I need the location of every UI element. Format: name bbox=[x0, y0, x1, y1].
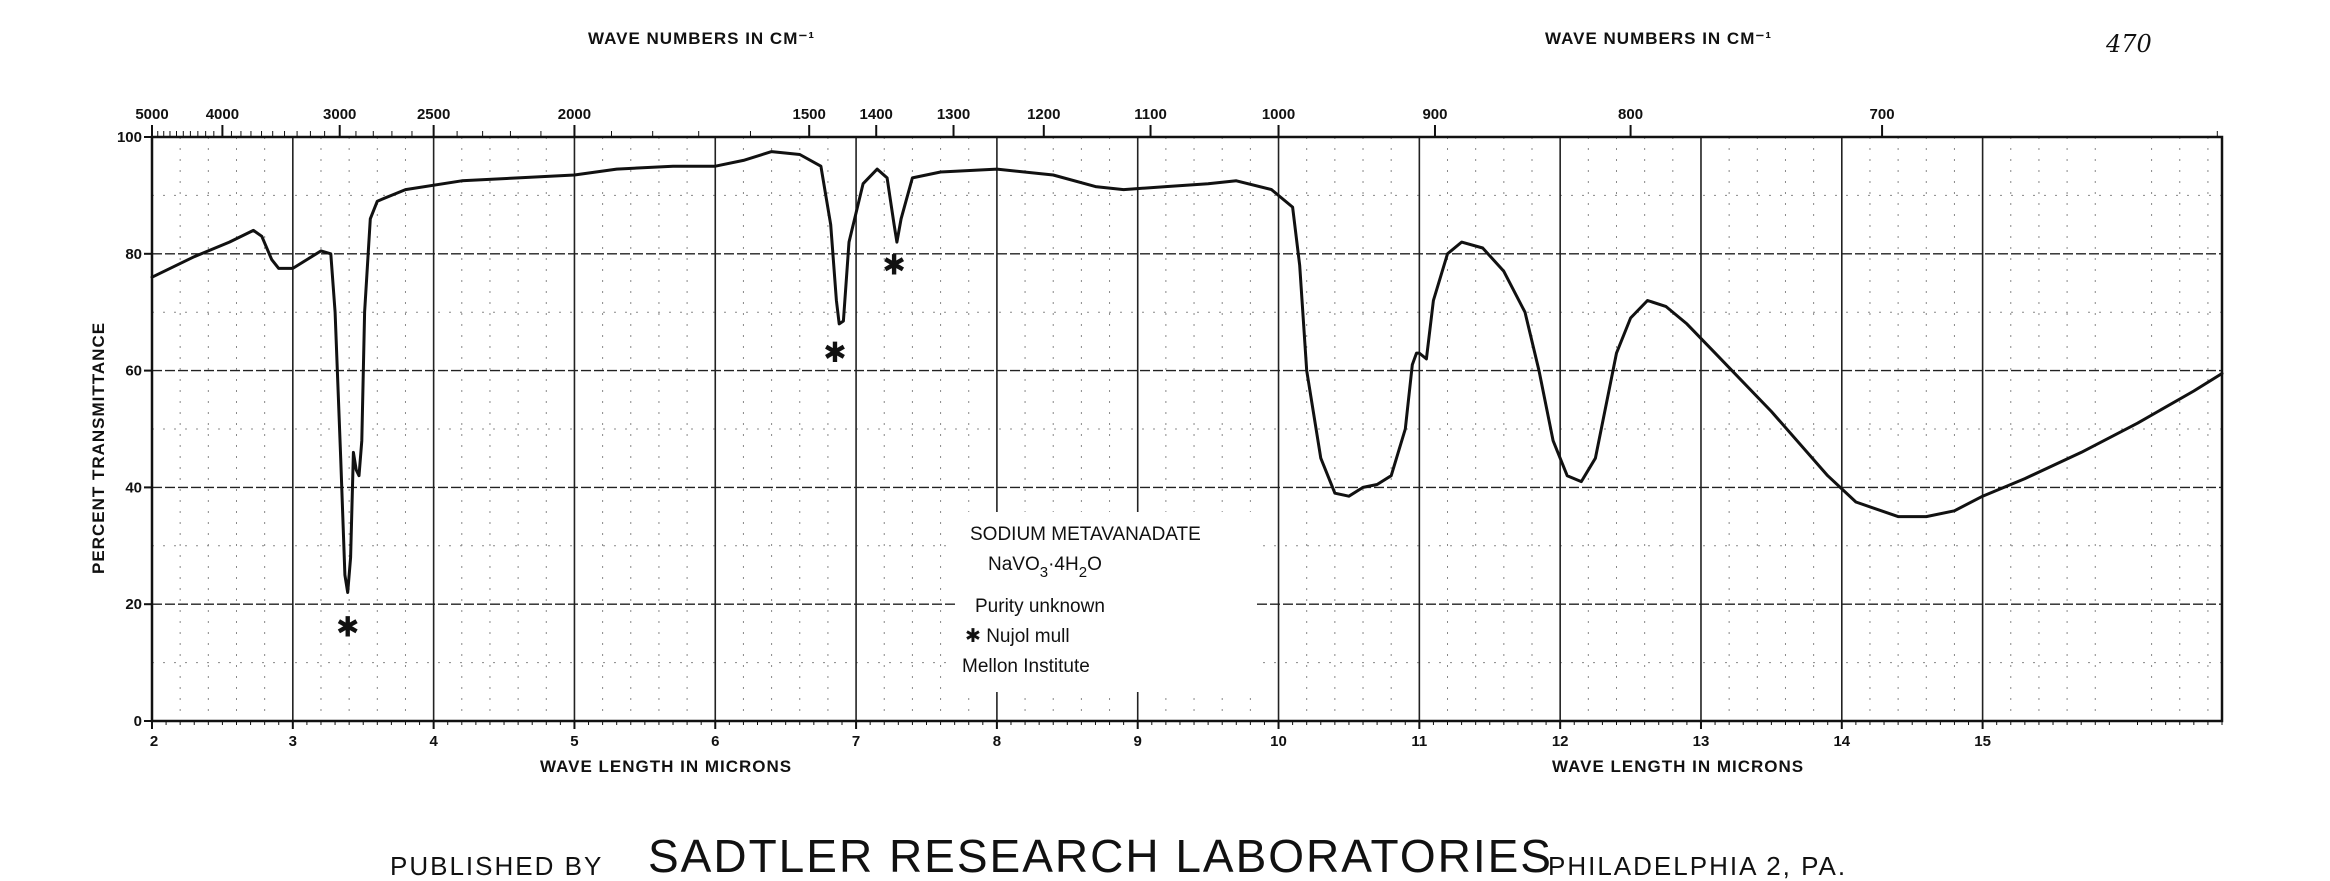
top-tick-label: 700 bbox=[1870, 106, 1895, 123]
x-tick-label: 5 bbox=[570, 733, 578, 750]
y-axis-ticks: 0 20 40 60 80 100 bbox=[117, 129, 152, 730]
annotation-formula: NaVO3·4H2O bbox=[988, 554, 1102, 581]
top-tick-label: 1100 bbox=[1134, 106, 1167, 123]
x-tick-label: 10 bbox=[1270, 733, 1287, 750]
sample-annotation: SODIUM METAVANADATE NaVO3·4H2O Purity un… bbox=[955, 512, 1255, 692]
x-tick-label: 11 bbox=[1411, 733, 1427, 750]
y-tick-label: 80 bbox=[125, 246, 142, 263]
transmittance-line bbox=[150, 150, 2224, 594]
annotation-compound: SODIUM METAVANADATE bbox=[970, 524, 1201, 545]
y-tick-label: 40 bbox=[125, 479, 142, 496]
top-tick-label: 1000 bbox=[1262, 106, 1295, 123]
y-tick-label: 0 bbox=[134, 713, 142, 730]
x-tick-label: 14 bbox=[1833, 733, 1850, 750]
top-axis-label-right: WAVE NUMBERS IN CM⁻¹ bbox=[1545, 29, 1772, 48]
x-tick-label: 7 bbox=[852, 733, 860, 750]
footer-prefix: PUBLISHED BY bbox=[390, 851, 603, 881]
top-tick-label: 4000 bbox=[206, 106, 239, 123]
top-axis-ticks: 5000 4000 3000 2500 2000 1500 1400 1300 1200 1100… bbox=[135, 106, 2218, 137]
nujol-marker: ✱ bbox=[882, 248, 905, 281]
top-tick-label: 2500 bbox=[417, 106, 450, 123]
top-tick-label: 3000 bbox=[323, 106, 356, 123]
top-tick-label: 2000 bbox=[558, 106, 591, 123]
series-layer bbox=[150, 150, 2224, 594]
y-axis-label: PERCENT TRANSMITTANCE bbox=[89, 322, 108, 574]
top-tick-label: 900 bbox=[1422, 106, 1447, 123]
top-tick-label: 800 bbox=[1618, 106, 1643, 123]
x-tick-label: 6 bbox=[711, 733, 719, 750]
publisher-footer: PUBLISHED BY SADTLER RESEARCH LABORATORI… bbox=[390, 830, 1847, 881]
marker-layer: ✱ ✱ ✱ bbox=[336, 248, 906, 643]
top-tick-label: 5000 bbox=[135, 106, 168, 123]
bottom-axis-label-right: WAVE LENGTH IN MICRONS bbox=[1552, 757, 1804, 776]
annotation-source: Mellon Institute bbox=[962, 656, 1090, 677]
top-axis-label-left: WAVE NUMBERS IN CM⁻¹ bbox=[588, 29, 815, 48]
x-tick-label: 2 bbox=[150, 733, 158, 750]
top-tick-label: 1500 bbox=[793, 106, 826, 123]
nujol-marker: ✱ bbox=[823, 336, 846, 369]
x-tick-label: 8 bbox=[993, 733, 1001, 750]
sample-number: 470 bbox=[2105, 30, 2152, 58]
top-tick-label: 1400 bbox=[860, 106, 893, 123]
x-tick-label: 13 bbox=[1693, 733, 1710, 750]
x-tick-label: 9 bbox=[1134, 733, 1142, 750]
x-tick-label: 4 bbox=[429, 733, 438, 750]
top-tick-label: 1300 bbox=[937, 106, 970, 123]
y-tick-label: 60 bbox=[125, 363, 142, 380]
bottom-axis-ticks: 2 3 4 5 6 7 8 9 10 11 12 13 14 15 bbox=[150, 721, 2223, 750]
y-tick-label: 20 bbox=[125, 596, 142, 613]
x-tick-label: 12 bbox=[1552, 733, 1569, 750]
top-tick-label: 1200 bbox=[1027, 106, 1060, 123]
footer-publisher: SADTLER RESEARCH LABORATORIES bbox=[648, 830, 1553, 881]
x-tick-label: 3 bbox=[289, 733, 297, 750]
nujol-marker: ✱ bbox=[336, 611, 359, 644]
plot-frame bbox=[150, 135, 2224, 723]
x-tick-label: 15 bbox=[1974, 733, 1991, 750]
annotation-purity: Purity unknown bbox=[975, 596, 1105, 617]
footer-location: PHILADELPHIA 2, PA. bbox=[1548, 851, 1847, 881]
annotation-mull: ✱ Nujol mull bbox=[965, 626, 1070, 647]
major-gridlines bbox=[152, 137, 2222, 721]
bottom-axis-label-left: WAVE LENGTH IN MICRONS bbox=[540, 757, 792, 776]
y-tick-label: 100 bbox=[117, 129, 142, 146]
